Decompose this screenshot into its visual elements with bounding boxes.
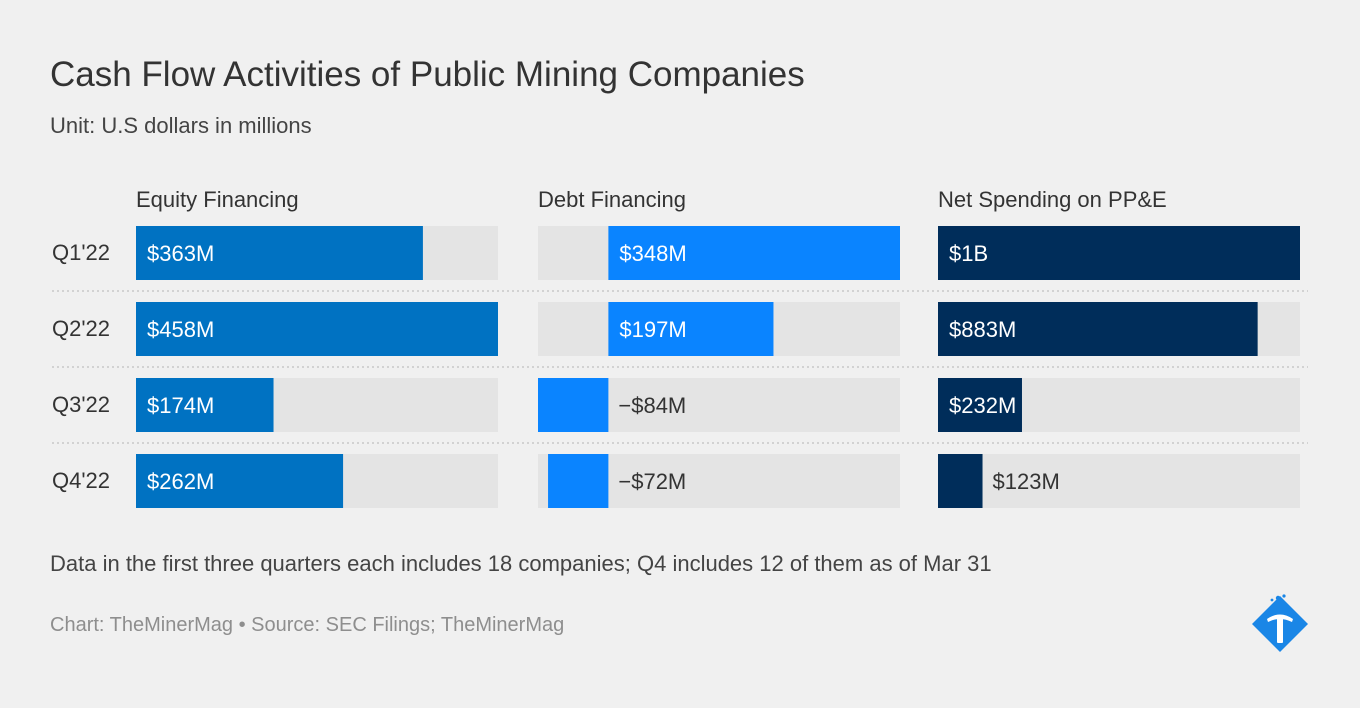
panel-header: Debt Financing [538, 187, 686, 212]
row-label: Q4'22 [52, 468, 110, 493]
row-label: Q3'22 [52, 392, 110, 417]
data-label: $262M [147, 469, 214, 494]
data-label: −$84M [618, 393, 686, 418]
bar [548, 454, 609, 508]
source-credit: Chart: TheMinerMag • Source: SEC Filings… [50, 614, 565, 636]
bar [938, 226, 1300, 280]
bar [938, 454, 983, 508]
bar-track [938, 454, 1300, 508]
data-label: $232M [949, 393, 1016, 418]
panel-header: Net Spending on PP&E [938, 187, 1167, 212]
data-label: $363M [147, 241, 214, 266]
bar [538, 378, 609, 432]
row-label: Q1'22 [52, 240, 110, 265]
data-label: $883M [949, 317, 1016, 342]
bar [608, 226, 900, 280]
bar [136, 454, 344, 508]
panel-header: Equity Financing [136, 187, 299, 212]
data-label: −$72M [618, 469, 686, 494]
chart-title: Cash Flow Activities of Public Mining Co… [50, 55, 805, 94]
chart-subtitle: Unit: U.S dollars in millions [50, 113, 312, 138]
bar [938, 302, 1258, 356]
data-label: $174M [147, 393, 214, 418]
data-label: $123M [993, 469, 1060, 494]
data-label: $1B [949, 241, 988, 266]
data-label: $197M [619, 317, 686, 342]
footnote: Data in the first three quarters each in… [50, 551, 992, 576]
pickaxe-diamond-logo-icon [1252, 594, 1308, 652]
data-label: $458M [147, 317, 214, 342]
bar [608, 302, 774, 356]
bar [136, 302, 498, 356]
data-label: $348M [619, 241, 686, 266]
row-label: Q2'22 [52, 316, 110, 341]
bar [938, 378, 1022, 432]
bar [136, 378, 274, 432]
bar [136, 226, 423, 280]
